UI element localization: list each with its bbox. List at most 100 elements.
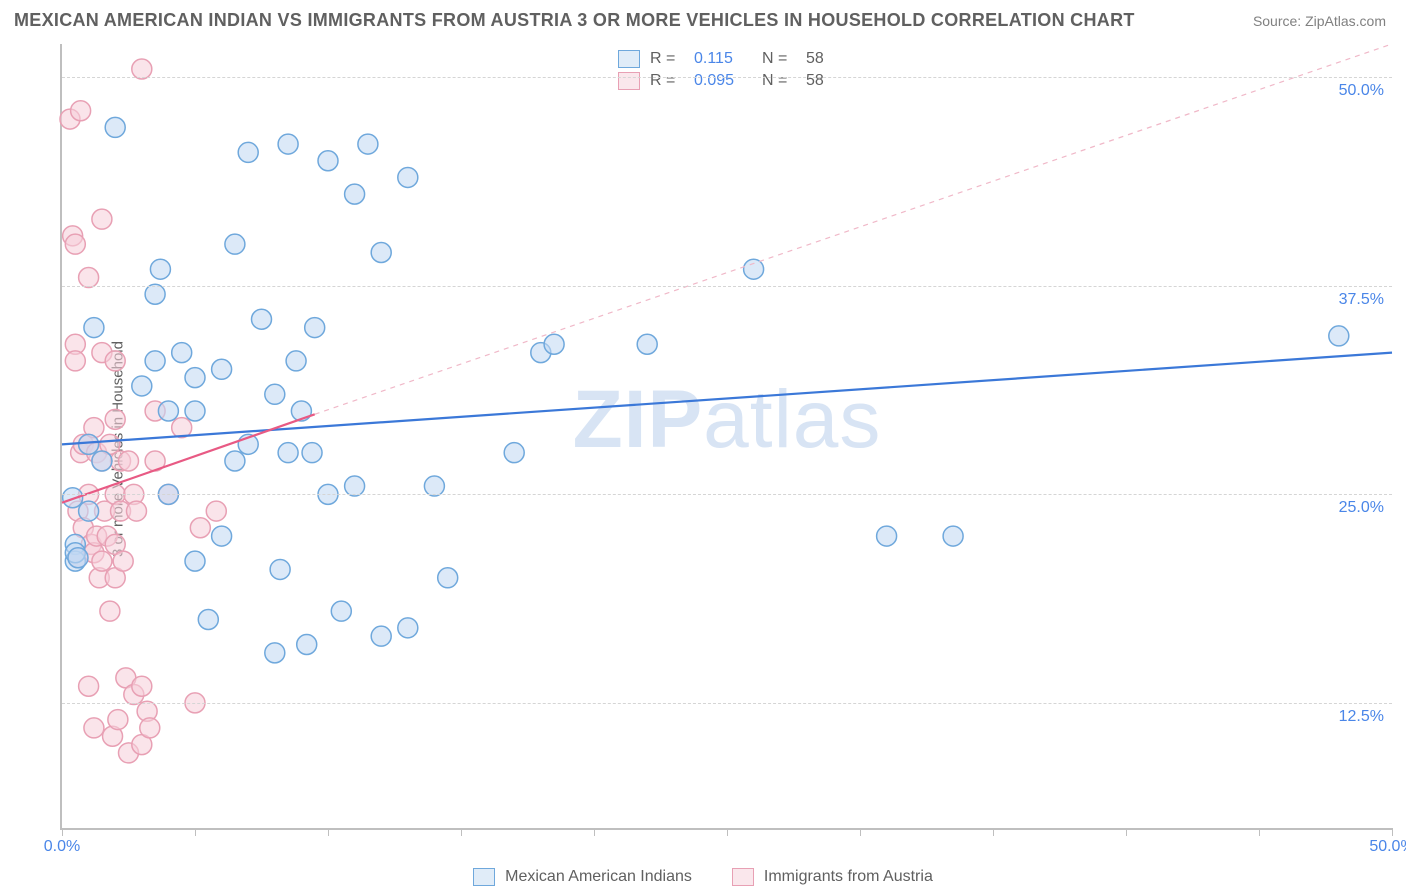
- data-point: [100, 601, 120, 621]
- data-point: [65, 351, 85, 371]
- chart-area: 3 or more Vehicles in Household ZIPatlas…: [14, 44, 1392, 854]
- legend-series: Mexican American Indians Immigrants from …: [0, 868, 1406, 886]
- data-point: [278, 443, 298, 463]
- x-tick: [727, 828, 728, 836]
- plot-region: ZIPatlas R =0.115N =58R =0.095N =58 12.5…: [60, 44, 1392, 830]
- data-point: [145, 284, 165, 304]
- data-point: [305, 318, 325, 338]
- data-point: [265, 643, 285, 663]
- data-point: [252, 309, 272, 329]
- data-point: [79, 501, 99, 521]
- legend-swatch: [618, 50, 640, 68]
- data-point: [265, 384, 285, 404]
- x-tick: [328, 828, 329, 836]
- x-tick: [62, 828, 63, 836]
- data-point: [398, 618, 418, 638]
- data-point: [318, 151, 338, 171]
- legend-series-name: Immigrants from Austria: [764, 868, 933, 886]
- legend-n-label: N =: [762, 72, 796, 90]
- data-point: [212, 359, 232, 379]
- data-point: [544, 334, 564, 354]
- legend-r-label: R =: [650, 50, 684, 68]
- source-prefix: Source:: [1253, 13, 1305, 29]
- legend-top-row: R = 0.115 N = 58: [612, 48, 842, 70]
- data-point: [132, 676, 152, 696]
- data-point: [504, 443, 524, 463]
- data-point: [92, 451, 112, 471]
- source-attribution: Source: ZipAtlas.com: [1253, 13, 1386, 29]
- data-point: [637, 334, 657, 354]
- legend-r-value: 0.095: [694, 72, 752, 90]
- data-point: [63, 488, 83, 508]
- data-point: [140, 718, 160, 738]
- legend-n-label: N =: [762, 50, 796, 68]
- data-point: [225, 234, 245, 254]
- data-point: [71, 101, 91, 121]
- data-point: [270, 559, 290, 579]
- data-point: [105, 117, 125, 137]
- source-link[interactable]: ZipAtlas.com: [1305, 13, 1386, 29]
- gridline-h: [62, 77, 1392, 78]
- gridline-h: [62, 703, 1392, 704]
- x-tick: [461, 828, 462, 836]
- data-point: [345, 476, 365, 496]
- data-point: [238, 142, 258, 162]
- trend-line: [62, 353, 1392, 445]
- data-point: [398, 167, 418, 187]
- legend-r-value: 0.115: [694, 50, 752, 68]
- data-point: [132, 59, 152, 79]
- data-point: [105, 409, 125, 429]
- data-point: [185, 401, 205, 421]
- data-point: [297, 635, 317, 655]
- data-point: [345, 184, 365, 204]
- data-point: [113, 551, 133, 571]
- x-tick: [1259, 828, 1260, 836]
- data-point: [198, 609, 218, 629]
- legend-n-value: 58: [806, 50, 836, 68]
- data-point: [150, 259, 170, 279]
- data-point: [206, 501, 226, 521]
- legend-top-row: R =0.095N =58: [612, 70, 842, 92]
- data-point: [744, 259, 764, 279]
- data-point: [84, 718, 104, 738]
- legend-series-name: Mexican American Indians: [505, 868, 692, 886]
- trend-line-extension: [315, 44, 1392, 414]
- legend-swatch: [618, 72, 640, 90]
- data-point: [92, 209, 112, 229]
- data-point: [185, 551, 205, 571]
- data-point: [278, 134, 298, 154]
- data-point: [105, 351, 125, 371]
- y-tick-label: 50.0%: [1339, 82, 1384, 100]
- x-tick: [1392, 828, 1393, 836]
- y-tick-label: 37.5%: [1339, 291, 1384, 309]
- y-tick-label: 25.0%: [1339, 499, 1384, 517]
- x-tick: [594, 828, 595, 836]
- data-point: [943, 526, 963, 546]
- data-point: [190, 518, 210, 538]
- data-point: [65, 234, 85, 254]
- data-point: [79, 676, 99, 696]
- y-tick-label: 12.5%: [1339, 708, 1384, 726]
- data-point: [145, 351, 165, 371]
- data-point: [132, 376, 152, 396]
- data-point: [286, 351, 306, 371]
- chart-title: MEXICAN AMERICAN INDIAN VS IMMIGRANTS FR…: [14, 10, 1135, 31]
- data-point: [302, 443, 322, 463]
- x-tick: [993, 828, 994, 836]
- x-tick-label: 0.0%: [44, 838, 80, 856]
- x-tick-label: 50.0%: [1369, 838, 1406, 856]
- x-tick: [195, 828, 196, 836]
- data-point: [371, 243, 391, 263]
- data-point: [126, 501, 146, 521]
- data-point: [79, 434, 99, 454]
- x-tick: [860, 828, 861, 836]
- data-point: [158, 401, 178, 421]
- legend-correlation: R = 0.115 N = 58R = 0.095 N = 58: [612, 48, 842, 92]
- legend-n-value: 58: [806, 72, 836, 90]
- gridline-h: [62, 286, 1392, 287]
- legend-swatch: [732, 868, 754, 886]
- data-point: [185, 368, 205, 388]
- data-point: [79, 268, 99, 288]
- data-point: [108, 710, 128, 730]
- legend-swatch: [473, 868, 495, 886]
